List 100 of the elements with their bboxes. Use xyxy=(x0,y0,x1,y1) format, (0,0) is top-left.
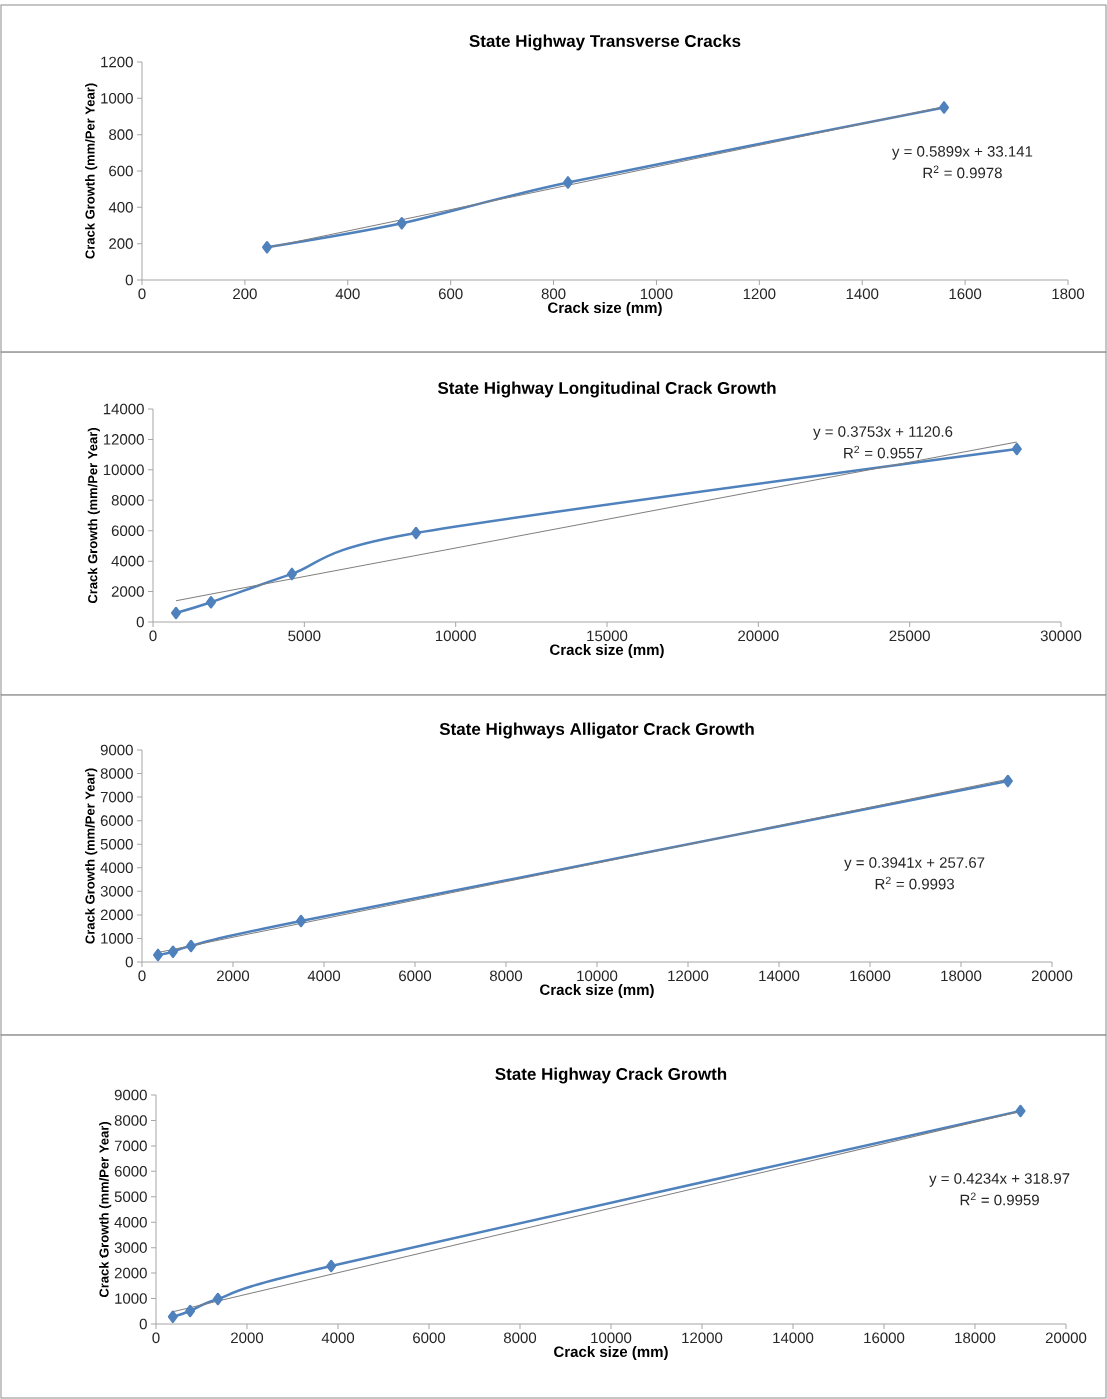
y-tick-label: 0 xyxy=(125,956,133,968)
y-tick-label: 7000 xyxy=(100,791,133,803)
y-tick-label: 4000 xyxy=(100,862,133,874)
x-tick-label: 8000 xyxy=(503,1332,537,1344)
y-tick-label: 10000 xyxy=(103,464,144,476)
y-axis-title: Crack Growth (mm/Per Year) xyxy=(99,1122,112,1298)
x-tick-label: 16000 xyxy=(864,1332,905,1344)
annotation: y = 0.5899x + 33.141 xyxy=(892,146,1033,160)
x-tick-label: 20000 xyxy=(1045,1332,1087,1344)
chart-title: State Highway Longitudinal Crack Growth xyxy=(437,381,776,398)
y-tick-label: 3000 xyxy=(114,1242,147,1253)
point xyxy=(171,606,181,620)
y-tick-label: 2000 xyxy=(114,1267,147,1279)
y-tick-label: 2000 xyxy=(100,909,133,921)
point xyxy=(167,1310,178,1324)
annotation: y = 0.3941x + 257.67 xyxy=(844,857,985,871)
x-tick-label: 12000 xyxy=(668,970,709,982)
y-tick-label: 8000 xyxy=(114,1115,147,1126)
x-tick-label: 20000 xyxy=(738,630,779,642)
x-tick-label: 10000 xyxy=(591,1332,632,1344)
point xyxy=(411,526,422,540)
x-axis-title: Crack size (mm) xyxy=(548,302,662,316)
annotation: R$^{2}$ = 0.9557 xyxy=(844,445,923,459)
x-tick-label: 600 xyxy=(438,288,463,300)
point xyxy=(286,567,297,581)
point xyxy=(1011,442,1022,456)
x-tick-label: 1800 xyxy=(1052,288,1085,300)
y-axis-title: Crack Growth (mm/Per Year) xyxy=(87,428,100,604)
x-tick-label: 2000 xyxy=(217,970,250,982)
x-tick-label: 14000 xyxy=(773,1332,814,1344)
y-tick-label: 12000 xyxy=(103,434,144,445)
y-tick-label: 200 xyxy=(109,238,133,249)
x-tick-label: 6000 xyxy=(413,1332,446,1344)
y-tick-label: 4000 xyxy=(114,1216,147,1228)
x-tick-label: 10000 xyxy=(435,630,476,642)
point xyxy=(326,1259,337,1273)
y-tick-label: 9000 xyxy=(100,744,133,756)
y-tick-label: 7000 xyxy=(114,1140,147,1152)
x-tick-label: 800 xyxy=(541,288,566,300)
x-tick-label: 18000 xyxy=(955,1332,996,1344)
y-tick-label: 2000 xyxy=(111,586,144,597)
x-tick-label: 400 xyxy=(335,288,360,300)
x-tick-label: 2000 xyxy=(231,1332,264,1344)
x-tick-label: 0 xyxy=(149,630,157,642)
y-tick-label: 6000 xyxy=(114,1166,147,1177)
y-axis-title: Crack Growth (mm/Per Year) xyxy=(85,768,98,944)
x-tick-label: 20000 xyxy=(1031,970,1073,982)
chart-title: State Highway Transverse Cracks xyxy=(469,34,741,51)
x-tick-label: 4000 xyxy=(321,1332,355,1344)
point xyxy=(185,1304,196,1318)
x-tick-label: 15000 xyxy=(587,630,628,642)
point xyxy=(212,1292,223,1306)
y-tick-label: 1000 xyxy=(101,93,133,104)
x-tick-label: 6000 xyxy=(399,970,432,982)
y-axis-title: Crack Growth (mm/Per Year) xyxy=(85,83,98,259)
point xyxy=(153,948,164,962)
x-tick-label: 30000 xyxy=(1040,630,1082,642)
point xyxy=(262,241,273,254)
point xyxy=(1002,774,1013,788)
x-tick-label: 18000 xyxy=(941,970,982,982)
point xyxy=(205,595,216,609)
x-tick-label: 5000 xyxy=(288,630,321,642)
x-tick-label: 8000 xyxy=(489,970,523,982)
chart-title: State Highways Alligator Crack Growth xyxy=(439,722,754,739)
y-tick-label: 1000 xyxy=(115,1293,147,1304)
y-tick-label: 4000 xyxy=(111,555,144,567)
y-tick-label: 3000 xyxy=(100,886,133,897)
x-axis-title: Crack size (mm) xyxy=(554,1346,668,1360)
point xyxy=(167,945,178,959)
annotation: y = 0.4234x + 318.97 xyxy=(929,1173,1070,1187)
point xyxy=(939,101,950,114)
x-tick-label: 1400 xyxy=(846,288,879,300)
x-tick-label: 4000 xyxy=(307,970,341,982)
x-tick-label: 16000 xyxy=(850,970,891,982)
y-tick-label: 0 xyxy=(125,274,133,286)
point xyxy=(396,217,407,230)
y-tick-label: 600 xyxy=(109,165,133,177)
y-tick-label: 5000 xyxy=(114,1191,147,1203)
y-tick-label: 1000 xyxy=(101,933,133,944)
x-tick-label: 200 xyxy=(233,288,257,300)
x-tick-label: 10000 xyxy=(577,970,618,982)
x-tick-label: 1600 xyxy=(949,288,982,300)
y-tick-label: 0 xyxy=(136,616,144,628)
annotation: R$^{2}$ = 0.9959 xyxy=(960,1192,1039,1206)
y-tick-label: 1200 xyxy=(101,56,133,68)
chart-title: State Highway Crack Growth xyxy=(495,1067,727,1084)
x-tick-label: 0 xyxy=(152,1332,160,1344)
y-tick-label: 400 xyxy=(108,202,133,213)
y-tick-label: 8000 xyxy=(100,768,133,779)
annotation: y = 0.3753x + 1120.6 xyxy=(813,426,953,440)
y-tick-label: 5000 xyxy=(100,838,133,850)
x-axis-title: Crack size (mm) xyxy=(540,984,654,998)
x-tick-label: 14000 xyxy=(759,970,800,982)
y-tick-label: 6000 xyxy=(111,525,144,537)
y-tick-label: 0 xyxy=(139,1318,147,1330)
point xyxy=(186,939,196,953)
point xyxy=(1015,1104,1026,1118)
y-tick-label: 8000 xyxy=(111,494,144,506)
y-tick-label: 6000 xyxy=(100,815,133,826)
point xyxy=(562,176,573,189)
